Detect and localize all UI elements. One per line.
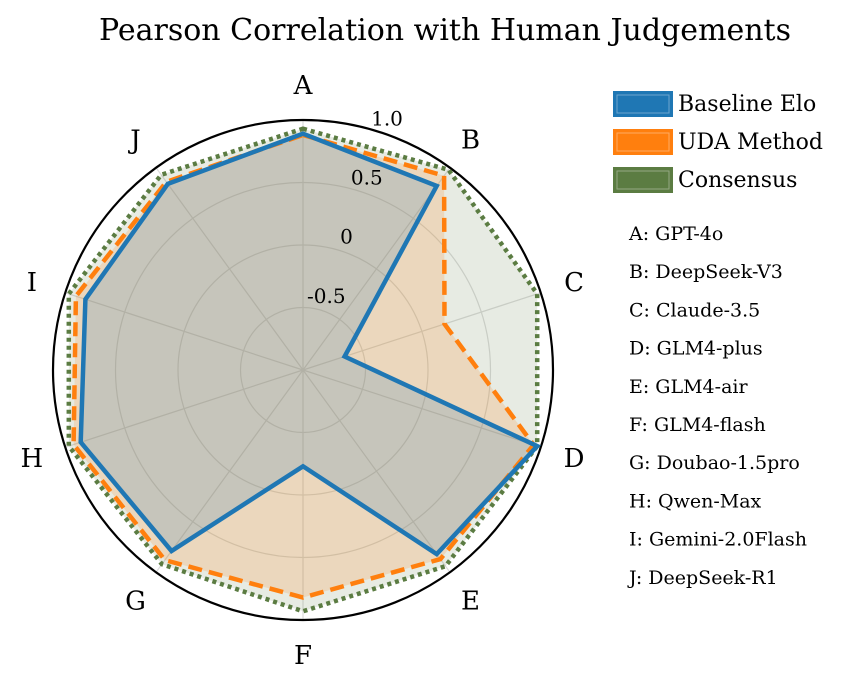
category-key-item: G: Doubao-1.5pro bbox=[629, 452, 800, 474]
grid-spoke-D bbox=[302, 369, 541, 448]
legend-swatch-uda-method bbox=[613, 129, 673, 155]
legend: Baseline Elo UDA Method Consensus bbox=[613, 91, 823, 193]
axis-label-A: A bbox=[293, 71, 314, 101]
category-key-item: E: GLM4-air bbox=[629, 376, 748, 398]
grid-spoke-J bbox=[155, 167, 304, 371]
series-line-consensus bbox=[66, 126, 540, 614]
legend-swatch-highlight-1 bbox=[616, 132, 670, 152]
category-key-item: F: GLM4-flash bbox=[629, 414, 766, 436]
category-key-item: I: Gemini-2.0Flash bbox=[629, 529, 807, 551]
radar-grid bbox=[51, 118, 555, 622]
category-key: A: GPT-4o B: DeepSeek-V3 C: Claude-3.5 D: G… bbox=[627, 223, 807, 589]
series-fill-consensus bbox=[68, 128, 538, 612]
radar-series bbox=[66, 126, 541, 614]
legend-swatch-baseline-elo bbox=[613, 91, 673, 117]
category-key-item: A: GPT-4o bbox=[628, 223, 723, 245]
category-axis-labels: A B C D E F G H I J bbox=[21, 71, 585, 671]
grid-spoke-E bbox=[302, 369, 451, 573]
axis-label-D: D bbox=[564, 444, 585, 474]
radial-tick-2: 0.5 bbox=[351, 166, 383, 190]
legend-label-consensus: Consensus bbox=[678, 168, 797, 193]
grid-spoke-I bbox=[65, 292, 304, 371]
category-key-item: B: DeepSeek-V3 bbox=[629, 261, 783, 283]
radial-tick-labels: -0.5 0 0.5 1.0 bbox=[307, 107, 403, 308]
legend-label-baseline-elo: Baseline Elo bbox=[678, 92, 816, 117]
series-fill-baseline-elo bbox=[80, 133, 538, 555]
axis-label-F: F bbox=[294, 641, 312, 671]
legend-swatch-consensus bbox=[613, 167, 673, 193]
axis-label-J: J bbox=[127, 125, 140, 155]
category-key-item: J: DeepSeek-R1 bbox=[627, 567, 778, 589]
chart-title: Pearson Correlation with Human Judgement… bbox=[99, 13, 791, 48]
legend-label-uda-method: UDA Method bbox=[678, 130, 823, 155]
radial-tick-3: 1.0 bbox=[371, 107, 403, 131]
axis-label-H: H bbox=[21, 444, 44, 474]
axis-label-C: C bbox=[564, 268, 584, 298]
series-line-uda-method bbox=[71, 132, 537, 600]
radial-tick-1: 0 bbox=[340, 225, 353, 249]
axis-label-G: G bbox=[125, 587, 146, 617]
series-fill-uda-method bbox=[73, 135, 534, 598]
outer-frame bbox=[51, 118, 555, 622]
category-key-item: H: Qwen-Max bbox=[629, 490, 762, 512]
category-key-item: C: Claude-3.5 bbox=[629, 299, 760, 321]
series-line-baseline-elo bbox=[78, 131, 541, 558]
axis-label-B: B bbox=[461, 125, 480, 155]
legend-swatch-highlight-0 bbox=[616, 94, 670, 114]
legend-swatch-highlight-2 bbox=[616, 170, 670, 190]
grid-spoke-H bbox=[65, 369, 304, 448]
radial-tick-0: -0.5 bbox=[307, 284, 346, 308]
grid-spoke-G bbox=[155, 369, 304, 573]
category-key-item: D: GLM4-plus bbox=[629, 338, 763, 360]
axis-label-E: E bbox=[461, 587, 480, 617]
grid-spoke-B bbox=[302, 167, 451, 371]
axis-label-I: I bbox=[27, 268, 37, 298]
